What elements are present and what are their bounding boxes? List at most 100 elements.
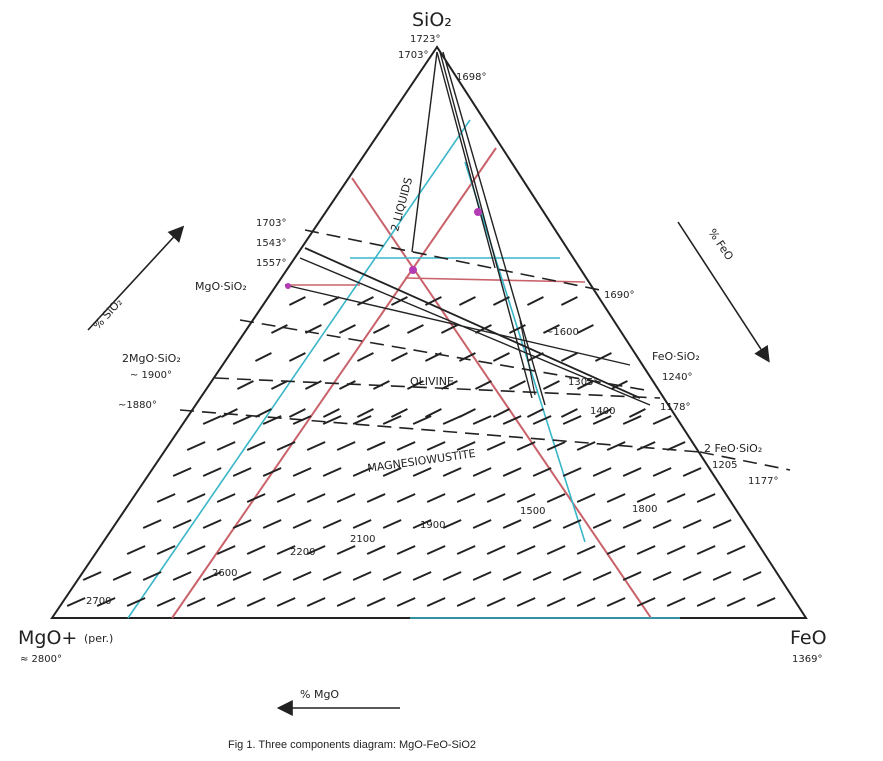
hatch-tick bbox=[356, 296, 374, 306]
hatch-tick bbox=[426, 441, 446, 451]
hatch-tick bbox=[562, 415, 582, 425]
hatch-tick bbox=[216, 493, 236, 503]
hatch-tick bbox=[96, 597, 116, 607]
right-axis-arrow bbox=[677, 221, 770, 363]
hatch-tick bbox=[156, 493, 176, 503]
hatch-tick bbox=[526, 408, 544, 418]
hatch-tick bbox=[82, 571, 102, 581]
temp-1240: 1240° bbox=[662, 372, 692, 383]
hatch-tick bbox=[426, 493, 446, 503]
hatch-tick bbox=[262, 571, 282, 581]
hatch-tick bbox=[202, 571, 222, 581]
field-olivine: OLIVINE bbox=[410, 375, 454, 388]
figure-caption: Fig 1. Three components diagram: MgO-FeO… bbox=[228, 739, 476, 751]
hatch-tick bbox=[492, 296, 510, 306]
hatch-tick bbox=[412, 415, 432, 425]
hatch-tick bbox=[186, 545, 206, 555]
hatch-tick bbox=[622, 519, 642, 529]
hatch-tick bbox=[236, 380, 254, 390]
hatch-tick bbox=[592, 571, 612, 581]
hatch-tick bbox=[254, 352, 272, 362]
hatch-tick bbox=[396, 493, 416, 503]
hatch-tick bbox=[336, 545, 356, 555]
hatch-tick bbox=[442, 571, 462, 581]
hatch-tick bbox=[262, 519, 282, 529]
hatch-tick bbox=[306, 597, 326, 607]
hatch-tick bbox=[696, 545, 716, 555]
hatch-tick bbox=[666, 545, 686, 555]
hatch-tick bbox=[186, 441, 206, 451]
vertex-left-label: MgO+ bbox=[18, 627, 77, 649]
hatch-tick bbox=[390, 296, 408, 306]
temp-1900-2mgo: ~ 1900° bbox=[130, 370, 172, 381]
temp-2600: 2600 bbox=[212, 568, 237, 579]
hatch-tick bbox=[682, 519, 702, 529]
hatch-tick bbox=[456, 493, 476, 503]
hatch-tick bbox=[66, 597, 86, 607]
hatch-tick bbox=[486, 441, 506, 451]
hatch-tick bbox=[352, 571, 372, 581]
compound-2mgo-sio2: 2MgO·SiO₂ bbox=[122, 352, 181, 365]
hatch-tick bbox=[652, 467, 672, 477]
field-hatch-ticks bbox=[66, 296, 776, 607]
hatch-tick bbox=[366, 441, 386, 451]
hatch-tick bbox=[382, 519, 402, 529]
hatch-tick bbox=[220, 408, 238, 418]
hatch-tick bbox=[232, 519, 252, 529]
hatch-tick bbox=[396, 545, 416, 555]
hatch-tick bbox=[458, 408, 476, 418]
temp-1557: 1557° bbox=[256, 258, 286, 269]
red-line-right bbox=[351, 177, 652, 619]
cyan-line-left bbox=[127, 119, 471, 619]
hatch-tick bbox=[424, 408, 442, 418]
hatch-tick bbox=[652, 571, 672, 581]
hatch-tick bbox=[682, 571, 702, 581]
temp-1900: 1900 bbox=[420, 520, 445, 531]
temp-1500: 1500 bbox=[520, 506, 545, 517]
hatch-tick bbox=[216, 545, 236, 555]
hatch-tick bbox=[492, 408, 510, 418]
hatch-tick bbox=[560, 352, 578, 362]
field-magnesiowustite: MAGNESIOWUSTITE bbox=[367, 447, 477, 475]
hatch-tick bbox=[270, 380, 288, 390]
hatch-tick bbox=[336, 441, 356, 451]
hatch-tick bbox=[382, 571, 402, 581]
hatch-tick bbox=[472, 571, 492, 581]
temp-2700: 2700 bbox=[86, 596, 111, 607]
vertex-top-temp: 1723° bbox=[410, 34, 440, 45]
hatch-tick bbox=[532, 415, 552, 425]
compound-feo-sio2: FeO·SiO₂ bbox=[652, 350, 700, 363]
right-axis-label: % FeO bbox=[706, 226, 737, 263]
hatch-tick bbox=[322, 519, 342, 529]
hatch-tick bbox=[696, 493, 716, 503]
hatch-tick bbox=[592, 415, 612, 425]
hatch-tick bbox=[622, 467, 642, 477]
hatch-tick bbox=[532, 519, 552, 529]
hatch-tick bbox=[372, 380, 390, 390]
hatch-tick bbox=[172, 467, 192, 477]
compound-2feo-sio2: 2 FeO·SiO₂ bbox=[704, 442, 762, 455]
hatch-tick bbox=[560, 296, 578, 306]
hatch-tick bbox=[142, 519, 162, 529]
magenta-mark-2 bbox=[474, 208, 482, 216]
temp-1698: 1698° bbox=[456, 72, 486, 83]
magenta-mark-1 bbox=[409, 266, 417, 274]
hatch-tick bbox=[542, 380, 560, 390]
hatch-tick bbox=[322, 352, 340, 362]
hatch-tick bbox=[406, 324, 424, 334]
hatch-tick bbox=[288, 296, 306, 306]
hatch-tick bbox=[472, 467, 492, 477]
hatch-tick bbox=[576, 597, 596, 607]
hatch-tick bbox=[756, 597, 776, 607]
vertex-right-label: FeO bbox=[790, 627, 827, 649]
hatch-tick bbox=[424, 352, 442, 362]
hatch-tick bbox=[458, 296, 476, 306]
hatch-tick bbox=[254, 408, 272, 418]
hatch-tick bbox=[486, 597, 506, 607]
hatch-tick bbox=[532, 571, 552, 581]
hatch-tick bbox=[622, 415, 642, 425]
left-axis-label: % SiO₂ bbox=[91, 296, 125, 332]
hatch-tick bbox=[636, 441, 656, 451]
hatch-tick bbox=[576, 493, 596, 503]
